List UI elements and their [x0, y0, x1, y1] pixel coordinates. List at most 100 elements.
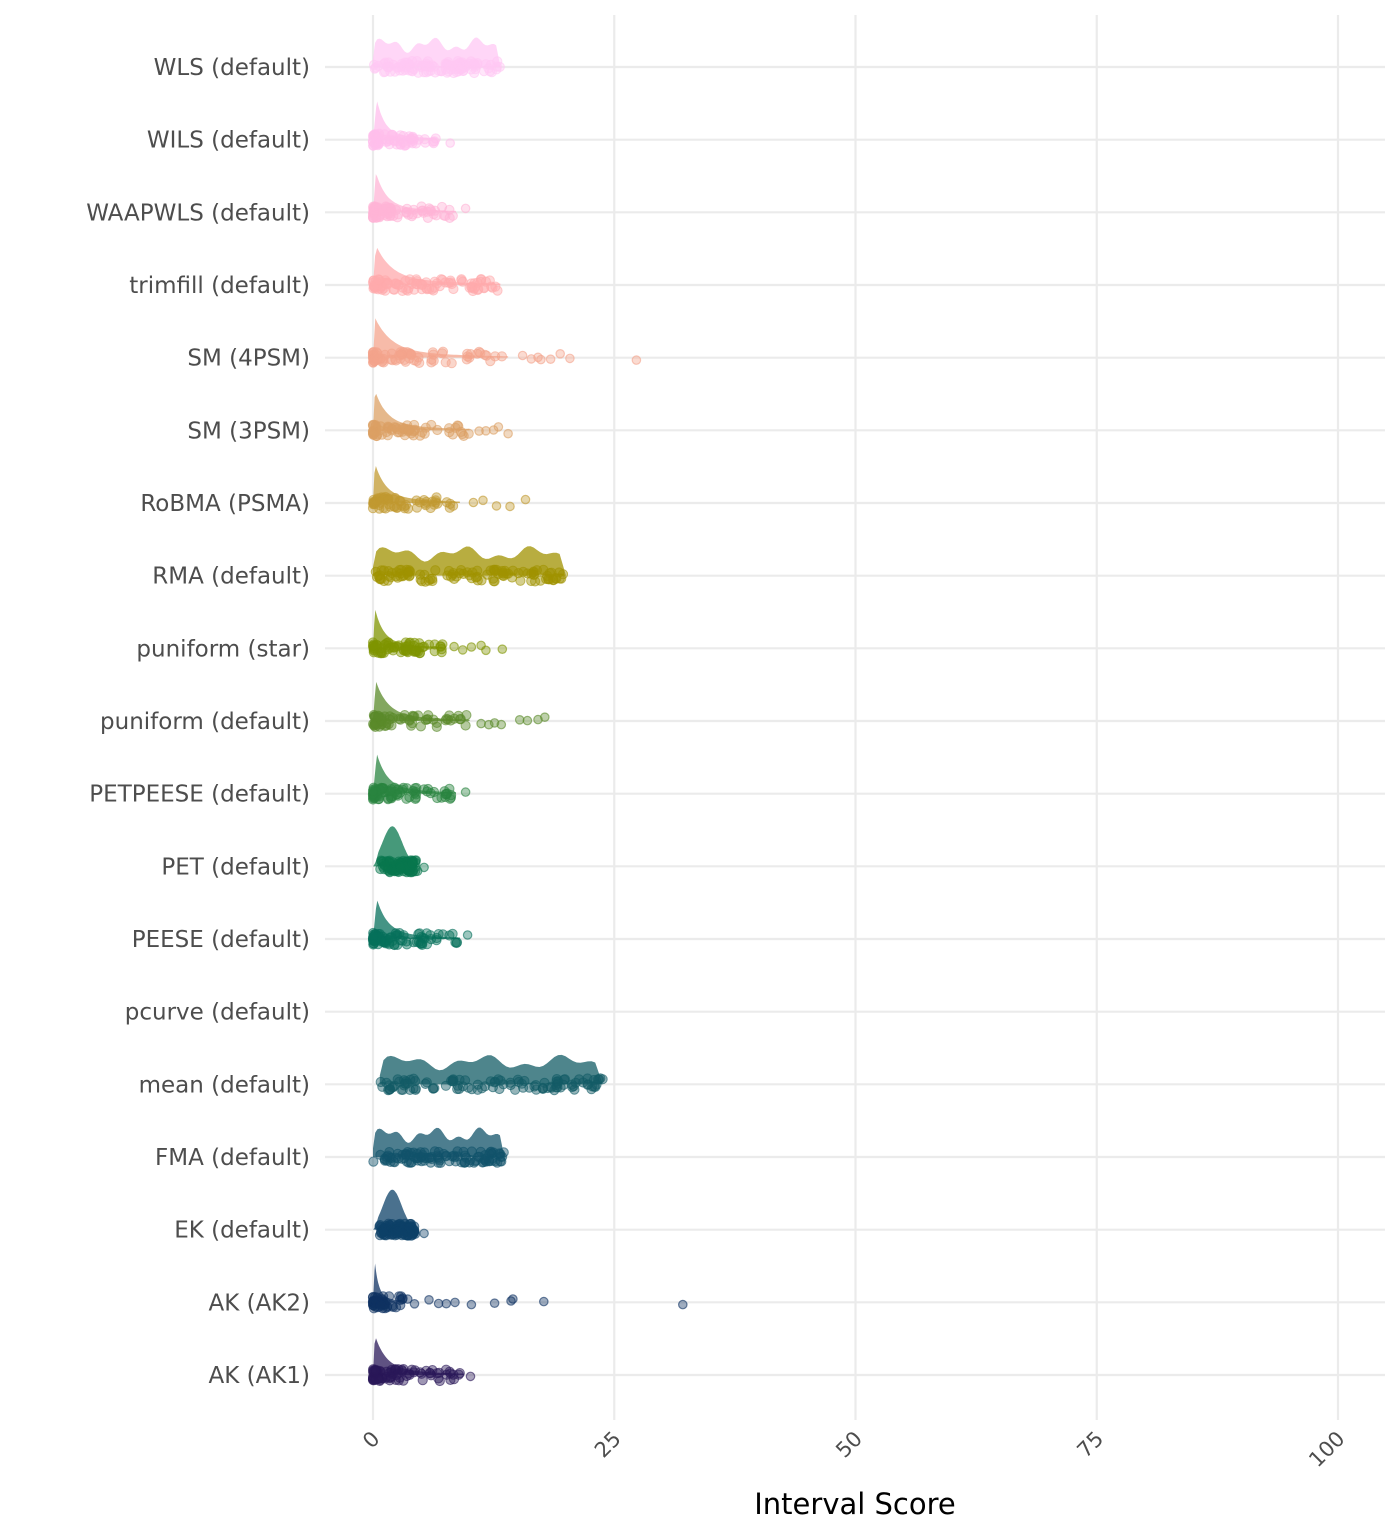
data-point — [422, 206, 433, 217]
data-point — [463, 1082, 474, 1093]
data-point — [369, 640, 380, 651]
data-point — [376, 648, 387, 659]
data-point — [370, 1365, 381, 1377]
x-tick-label: 100 — [1304, 1427, 1349, 1472]
category-label: pcurve (default) — [125, 1000, 310, 1026]
data-point — [551, 1082, 562, 1093]
data-point — [411, 495, 422, 506]
data-point — [537, 1083, 549, 1094]
category-label: WLS (default) — [154, 55, 310, 81]
data-point — [456, 275, 467, 286]
density-cloud — [373, 393, 470, 431]
outlier-point — [476, 718, 486, 729]
data-point — [381, 1366, 392, 1377]
data-point — [417, 279, 428, 290]
data-point — [473, 284, 484, 295]
data-point — [406, 428, 417, 439]
data-point — [375, 1076, 386, 1088]
data-point — [404, 570, 415, 581]
data-point — [444, 930, 455, 941]
data-point — [437, 346, 449, 357]
data-point — [403, 566, 414, 577]
data-point — [409, 355, 420, 366]
x-tick-label: 50 — [831, 1427, 867, 1463]
data-point — [411, 1153, 422, 1164]
outlier-point — [503, 428, 513, 439]
data-point — [395, 496, 406, 507]
category-label: PET (default) — [161, 854, 310, 880]
data-point — [485, 1076, 496, 1087]
outlier-point — [449, 641, 459, 652]
data-point — [488, 1147, 499, 1158]
data-point — [418, 207, 429, 218]
data-point — [407, 857, 418, 868]
data-point — [434, 281, 445, 292]
category-label: trimfill (default) — [129, 273, 310, 299]
data-point — [368, 130, 379, 141]
data-point — [482, 569, 493, 580]
data-point — [395, 134, 406, 145]
data-point — [480, 276, 491, 287]
data-point — [409, 711, 420, 722]
data-point — [379, 129, 390, 140]
category-label: puniform (default) — [100, 709, 310, 735]
data-point — [400, 356, 411, 367]
data-point — [432, 424, 443, 436]
outlier-point — [505, 501, 515, 512]
density-cloud — [373, 174, 456, 213]
data-point — [389, 642, 400, 653]
outlier-point — [457, 645, 468, 655]
data-point — [485, 356, 496, 367]
data-point — [452, 420, 463, 431]
data-point — [416, 938, 427, 950]
data-point — [382, 865, 393, 876]
data-point — [392, 1074, 403, 1085]
data-point — [458, 568, 469, 580]
data-point — [420, 1078, 431, 1090]
data-point — [480, 59, 491, 70]
density-cloud — [373, 247, 501, 285]
data-point — [385, 354, 396, 365]
data-point — [384, 208, 395, 219]
data-point — [401, 284, 412, 295]
outlier-point — [514, 714, 525, 725]
outlier-point — [466, 642, 477, 652]
data-point — [402, 641, 413, 652]
data-point — [384, 134, 395, 145]
data-point — [372, 348, 383, 359]
data-point — [368, 939, 379, 950]
outlier-point — [677, 1299, 688, 1310]
category-label: EK (default) — [174, 1218, 310, 1244]
density-cloud — [379, 1054, 603, 1085]
outlier-point — [545, 354, 556, 364]
data-point — [446, 60, 457, 71]
data-point — [518, 566, 529, 578]
data-point — [425, 788, 436, 799]
data-point — [486, 67, 497, 78]
data-point — [370, 721, 381, 733]
data-point — [405, 1074, 416, 1085]
outlier-point — [445, 138, 455, 148]
data-point — [472, 575, 483, 586]
density-cloud — [373, 1338, 464, 1375]
data-point — [368, 931, 379, 942]
outlier-point — [522, 715, 533, 726]
x-tick-label: 0 — [358, 1427, 384, 1453]
outlier-point — [520, 494, 531, 505]
data-point — [415, 721, 426, 732]
data-point — [423, 1152, 435, 1163]
data-point — [453, 710, 464, 722]
outlier-point — [508, 1294, 518, 1304]
data-point — [428, 349, 439, 360]
data-point — [460, 1075, 471, 1086]
data-point — [595, 1073, 606, 1084]
data-point — [411, 502, 423, 513]
outlier-point — [402, 1294, 413, 1304]
category-label: puniform (star) — [136, 636, 310, 662]
data-point — [385, 786, 396, 797]
data-point — [452, 1151, 463, 1162]
outlier-point — [565, 353, 575, 364]
data-point — [492, 56, 503, 67]
category-label: AK (AK1) — [208, 1363, 310, 1389]
data-point — [430, 565, 441, 576]
